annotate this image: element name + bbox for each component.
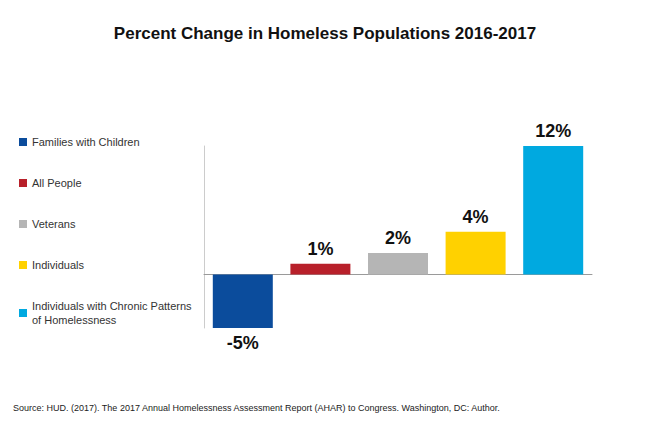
svg-text:Veterans: Veterans	[32, 218, 76, 230]
svg-text:of Homelessness: of Homelessness	[32, 314, 117, 326]
svg-text:4%: 4%	[463, 207, 489, 227]
svg-text:12%: 12%	[535, 121, 571, 141]
svg-text:Individuals: Individuals	[32, 259, 84, 271]
svg-text:Individuals with Chronic Patte: Individuals with Chronic Patterns	[32, 300, 195, 312]
svg-text:Percent Change in Homeless Pop: Percent Change in Homeless Populations 2…	[114, 24, 536, 43]
svg-text:Families with Children: Families with Children	[32, 136, 140, 148]
svg-text:-5%: -5%	[227, 333, 259, 353]
svg-text:1%: 1%	[307, 239, 333, 259]
svg-text:Source: HUD. (2017). The 2017: Source: HUD. (2017). The 2017 Annual Hom…	[13, 403, 500, 413]
svg-text:2%: 2%	[385, 228, 411, 248]
svg-text:All People: All People	[32, 177, 82, 189]
